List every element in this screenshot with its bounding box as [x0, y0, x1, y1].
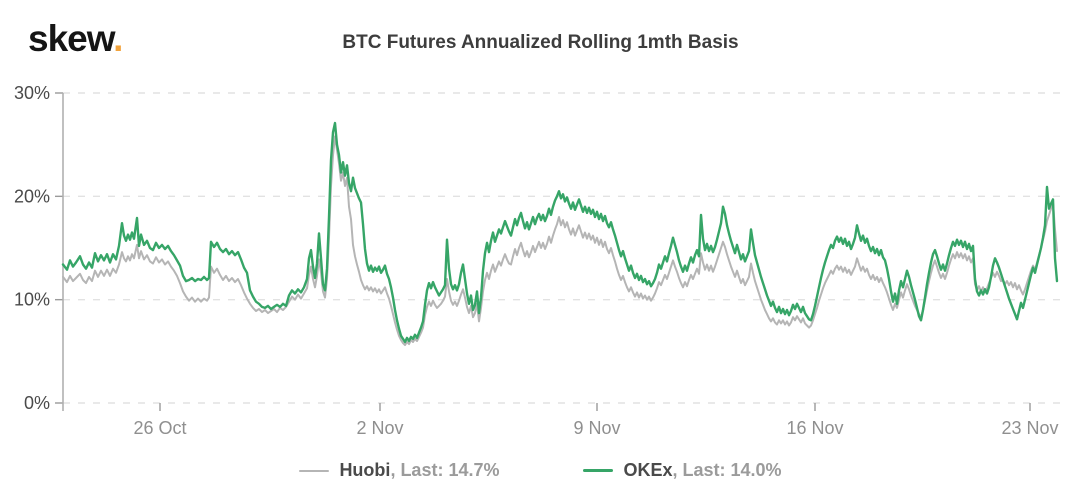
- x-tick-label: 9 Nov: [573, 418, 620, 438]
- y-tick-label: 20%: [14, 186, 50, 206]
- legend-okex-last: , Last: 14.0%: [672, 460, 782, 480]
- x-tick-label: 2 Nov: [356, 418, 403, 438]
- y-tick-label: 0%: [24, 393, 50, 413]
- legend: Huobi , Last: 14.7% OKEx , Last: 14.0%: [0, 460, 1081, 481]
- skew-logo-dot: .: [113, 18, 123, 59]
- legend-huobi-name: Huobi: [339, 460, 391, 480]
- legend-huobi-last: , Last: 14.7%: [390, 460, 500, 480]
- huobi-line-swatch: [299, 469, 330, 472]
- page-title: BTC Futures Annualized Rolling 1mth Basi…: [342, 32, 739, 53]
- huobi-line[interactable]: [62, 135, 1058, 347]
- legend-item-huobi[interactable]: Huobi , Last: 14.7%: [299, 460, 499, 481]
- y-tick-label: 10%: [14, 290, 50, 310]
- x-tick-label: 26 Oct: [133, 418, 186, 438]
- okex-line[interactable]: [61, 121, 1059, 344]
- legend-okex-name: OKEx: [623, 460, 673, 480]
- skew-logo: skew.: [28, 18, 123, 60]
- okex-line-swatch: [583, 469, 614, 472]
- legend-item-okex[interactable]: OKEx , Last: 14.0%: [583, 460, 782, 481]
- skew-logo-text: skew: [28, 18, 114, 59]
- y-tick-label: 30%: [14, 83, 50, 103]
- x-tick-label: 23 Nov: [1001, 418, 1058, 438]
- x-tick-label: 16 Nov: [786, 418, 843, 438]
